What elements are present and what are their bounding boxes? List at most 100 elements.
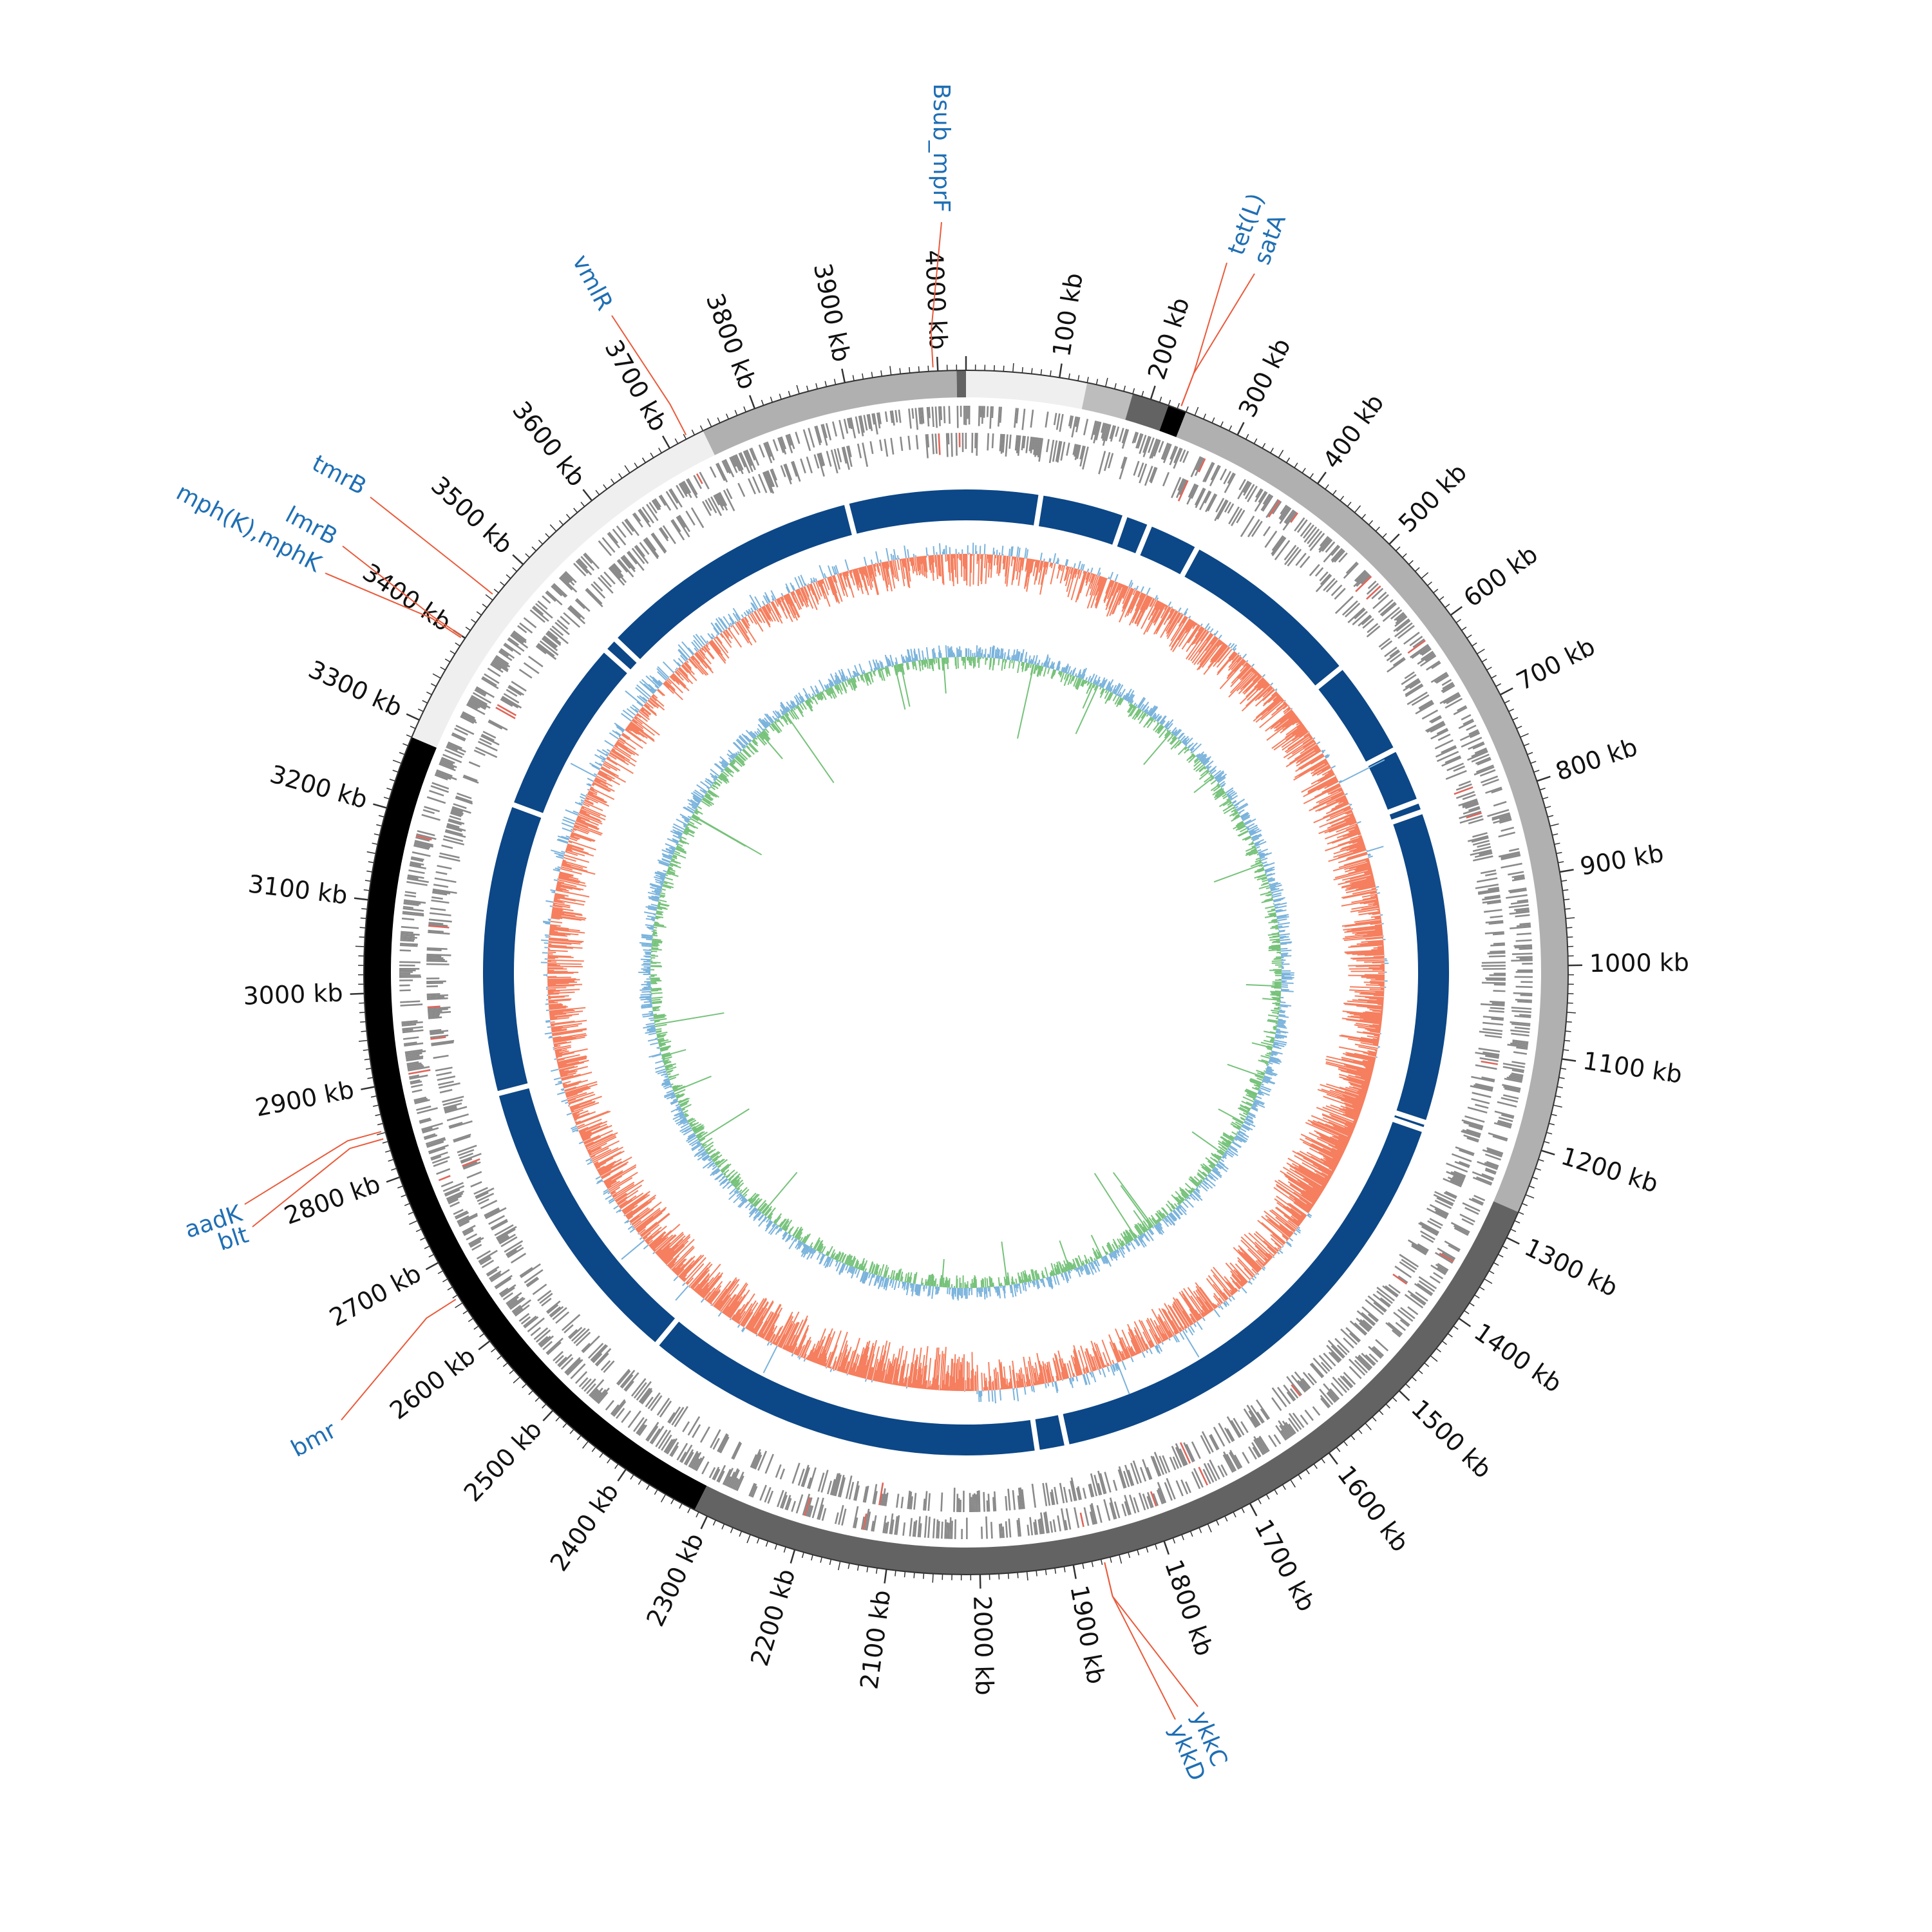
gc-content-bar (1321, 751, 1325, 753)
scale-tick (638, 1479, 642, 1485)
gene-feature-tick (1492, 812, 1510, 819)
gene-feature-tick (1342, 1375, 1354, 1388)
gc-content-bar (1267, 697, 1283, 712)
gc-content-bar (1303, 778, 1338, 797)
gene-feature-tick (753, 1452, 762, 1469)
gene-feature-tick (507, 686, 522, 696)
gene-feature-tick (817, 1472, 825, 1492)
gc-content-bar (874, 1361, 880, 1381)
gene-feature-tick (1309, 533, 1325, 551)
gc-content-bar (580, 793, 587, 797)
gene-feature-tick (446, 1113, 469, 1122)
gene-feature-tick (1202, 462, 1214, 482)
gene-feature-tick (1156, 1490, 1164, 1504)
gc-content-bar (550, 1068, 559, 1072)
gene-feature-tick (1307, 1372, 1318, 1384)
gc-content-bar (1249, 1280, 1251, 1282)
gene-feature-tick (1467, 835, 1489, 842)
gc-content-bar (1054, 1360, 1060, 1381)
gene-feature-tick (1450, 1171, 1466, 1179)
gene-feature-tick (1283, 509, 1294, 524)
gc-content-bar (1219, 660, 1246, 690)
gene-feature-tick (405, 1052, 422, 1057)
gene-feature-tick (1485, 920, 1504, 923)
scale-tick (569, 1428, 574, 1434)
scale-tick (1361, 514, 1367, 519)
gc-content-bar (1102, 1352, 1109, 1367)
scale-tick (1500, 687, 1513, 696)
scale-tick (871, 372, 873, 378)
gc-content-bar (1267, 1218, 1291, 1238)
gc-content-bar (1213, 1293, 1223, 1304)
gc-content-bar (1311, 1121, 1350, 1140)
scale-tick (618, 473, 623, 479)
gene-feature-tick (1054, 1486, 1059, 1505)
gc-content-bar (1082, 1374, 1087, 1386)
gc-content-bar (1352, 838, 1363, 844)
gene-feature-tick (486, 1265, 500, 1276)
gene-feature-tick (681, 481, 692, 498)
scale-tick (372, 842, 378, 845)
scale-tick (359, 927, 366, 929)
gene-feature-tick (404, 891, 417, 895)
gene-feature-tick (1332, 1376, 1347, 1393)
gene-feature-tick (679, 1451, 687, 1463)
gene-feature-tick (476, 686, 495, 698)
gc-content-bar (1341, 1058, 1374, 1068)
gc-content-bar (1346, 844, 1365, 851)
gene-feature-tick (462, 1224, 476, 1233)
gene-feature-tick (1183, 1442, 1194, 1463)
gc-content-bar (1280, 699, 1284, 703)
gene-feature-tick (1303, 526, 1318, 543)
gene-feature-tick (1066, 442, 1070, 456)
gene-feature-tick (868, 413, 873, 431)
gene-feature-tick (563, 612, 581, 628)
gc-content-bar (889, 1359, 896, 1385)
gc-content-bar (945, 1371, 948, 1391)
gc-content-bar (1218, 634, 1222, 639)
scale-tick (1564, 1039, 1571, 1042)
scale-tick (1530, 761, 1537, 764)
gc-content-bar (1178, 615, 1186, 627)
gc-content-bar (1073, 563, 1076, 569)
gene-feature-tick (1372, 1293, 1390, 1308)
gc-content-bar (1366, 846, 1384, 853)
gc-content-bar (1112, 582, 1119, 596)
gc-content-bar (1128, 580, 1133, 587)
gene-feature-tick (1502, 1094, 1519, 1100)
scale-tick (373, 803, 387, 809)
gene-feature-tick (506, 1296, 519, 1306)
gc-content-bar (1176, 1298, 1194, 1325)
gene-feature-tick (1278, 1420, 1291, 1438)
gene-feature-tick (1476, 877, 1498, 883)
scale-tick (1552, 833, 1558, 836)
gene-feature-tick (1119, 428, 1124, 442)
gene-feature-tick (1368, 1353, 1379, 1363)
gene-feature-tick (426, 980, 446, 983)
scale-tick-label: 300 kb (1233, 334, 1296, 422)
gc-content-bar (1042, 1366, 1047, 1384)
gene-feature-tick (911, 408, 914, 419)
gene-feature-tick (1361, 616, 1372, 625)
gene-feature-tick (1429, 1204, 1449, 1215)
gc-content-bar (1270, 710, 1294, 730)
gene-feature-tick (399, 989, 411, 992)
gc-content-bar (1213, 632, 1216, 636)
gene-feature-tick (558, 1354, 573, 1368)
gene-feature-tick (426, 994, 449, 998)
gc-content-bar (1350, 956, 1385, 960)
gc-content-bar (1130, 1356, 1134, 1363)
gene-feature-tick (1101, 422, 1106, 439)
gc-content-bar (1347, 1135, 1351, 1139)
gene-feature-tick (1213, 1426, 1226, 1447)
gene-feature-tick (560, 576, 578, 593)
scale-tick (1155, 1544, 1158, 1550)
gene-feature-tick (1133, 1497, 1140, 1513)
gene-feature-tick (647, 1425, 659, 1442)
gc-content-bar (1065, 566, 1070, 580)
gc-content-bar (1141, 596, 1151, 613)
gene-feature-tick (583, 1378, 596, 1392)
gene-feature-tick (1032, 437, 1036, 450)
gc-content-bar (1325, 1157, 1338, 1166)
gc-content-bar (1271, 1209, 1297, 1230)
